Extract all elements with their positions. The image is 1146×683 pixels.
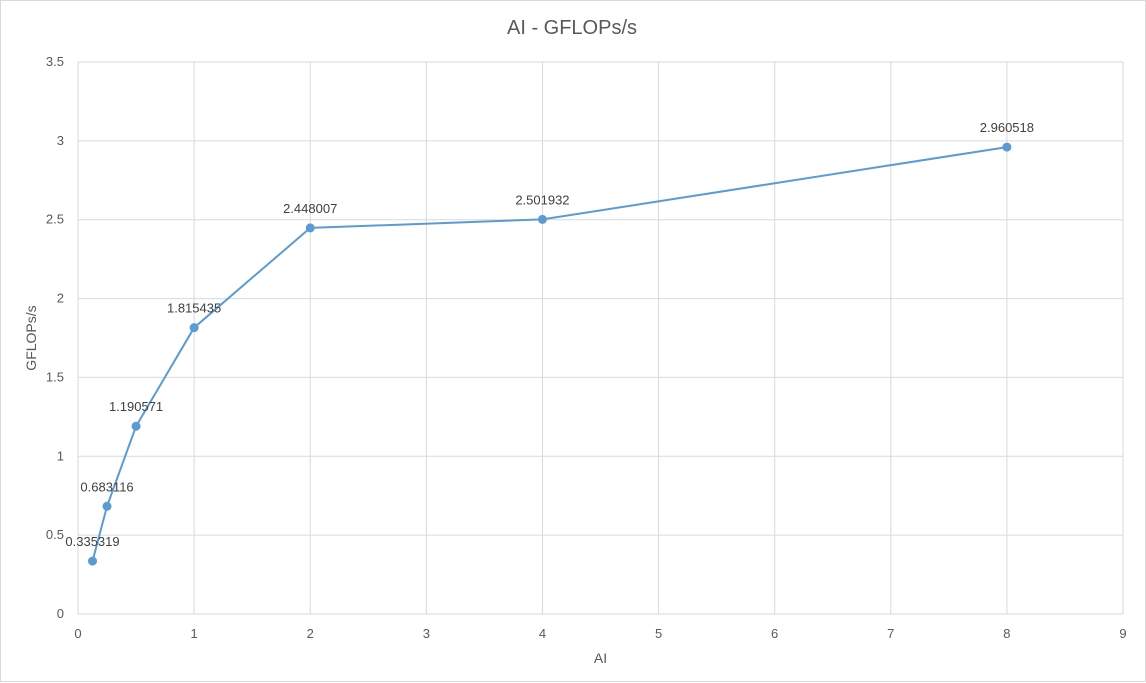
data-point (537, 214, 547, 224)
tick-labels: 0 1 2 3 4 5 6 7 8 9 0 0.5 1 1.5 2 2.5 3 3.5 (46, 54, 1127, 641)
x-tick-label: 2 (307, 626, 314, 641)
y-tick-label: 0.5 (46, 527, 64, 542)
data-label: 0.683116 (80, 479, 133, 494)
data-point (1002, 142, 1012, 152)
data-point (131, 421, 141, 431)
data-label: 2.501932 (515, 192, 569, 207)
series-layer (88, 142, 1012, 566)
x-tick-label: 0 (74, 626, 81, 641)
y-tick-label: 1 (57, 448, 64, 463)
data-label: 2.448007 (283, 201, 337, 216)
x-tick-label: 1 (190, 626, 197, 641)
y-tick-label: 0 (57, 606, 64, 621)
y-tick-label: 2.5 (46, 212, 64, 227)
chart-title: AI - GFLOPs/s (507, 17, 637, 39)
data-point (305, 223, 315, 233)
data-point (102, 501, 112, 511)
data-point (189, 323, 199, 333)
data-label: 1.815435 (167, 301, 221, 316)
x-tick-label: 9 (1119, 626, 1126, 641)
x-tick-label: 6 (771, 626, 778, 641)
x-tick-label: 5 (655, 626, 662, 641)
y-tick-label: 2 (57, 291, 64, 306)
data-labels: 0.335319 0.683116 1.190571 1.815435 2.448007… (65, 120, 1034, 549)
x-tick-label: 4 (539, 626, 546, 641)
x-axis-title: AI (594, 650, 607, 666)
data-label: 0.335319 (65, 534, 119, 549)
y-tick-label: 1.5 (46, 369, 64, 384)
y-axis-title: GFLOPs/s (23, 305, 39, 370)
x-tick-label: 8 (1003, 626, 1010, 641)
series-line (91, 146, 1008, 562)
data-point (88, 556, 98, 566)
y-tick-label: 3.5 (46, 54, 64, 69)
gridlines (77, 61, 1124, 615)
data-label: 1.190571 (109, 399, 163, 414)
x-tick-label: 3 (423, 626, 430, 641)
x-tick-label: 7 (887, 626, 894, 641)
y-tick-label: 3 (57, 133, 64, 148)
data-label: 2.960518 (980, 120, 1034, 135)
